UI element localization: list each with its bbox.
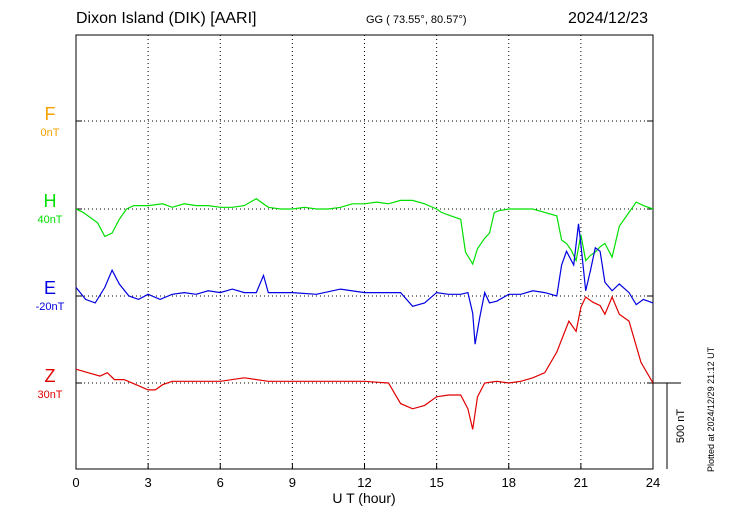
x-tick-label: 18	[502, 475, 516, 490]
geographic-coordinates: GG ( 73.55°, 80.57°)	[366, 14, 467, 26]
scale-bar: 500 nT	[653, 382, 687, 469]
component-label-h: H	[43, 191, 57, 211]
x-tick-label: 12	[357, 475, 371, 490]
component-label-e: E	[43, 278, 56, 298]
series-line-h	[75, 197, 654, 266]
component-label-f: F	[44, 104, 56, 124]
x-tick-label: 6	[217, 475, 224, 490]
x-axis-ticks: 0 3 6 9 12 15 18 21 24	[72, 463, 660, 490]
x-tick-label: 9	[289, 475, 296, 490]
component-label-z: Z	[44, 366, 56, 386]
x-tick-label: 24	[646, 475, 660, 490]
baseline-label-e: -20nT	[35, 301, 65, 313]
scale-bar-label: 500 nT	[675, 409, 687, 444]
x-tick-label: 15	[429, 475, 443, 490]
series-lines	[75, 197, 654, 430]
plot-date: 2024/12/23	[568, 10, 649, 27]
baseline-label-f: 0nT	[40, 127, 60, 139]
x-tick-label: 3	[145, 475, 152, 490]
station-title: Dixon Island (DIK) [AARI]	[76, 10, 257, 27]
x-tick-label: 21	[574, 475, 588, 490]
series-line-z	[75, 295, 654, 430]
series-line-e	[75, 223, 654, 345]
x-axis-label: U T (hour)	[332, 490, 395, 506]
baseline-label-z: 30nT	[37, 389, 63, 401]
baseline-label-h: 40nT	[37, 214, 63, 226]
x-tick-label: 0	[72, 475, 79, 490]
